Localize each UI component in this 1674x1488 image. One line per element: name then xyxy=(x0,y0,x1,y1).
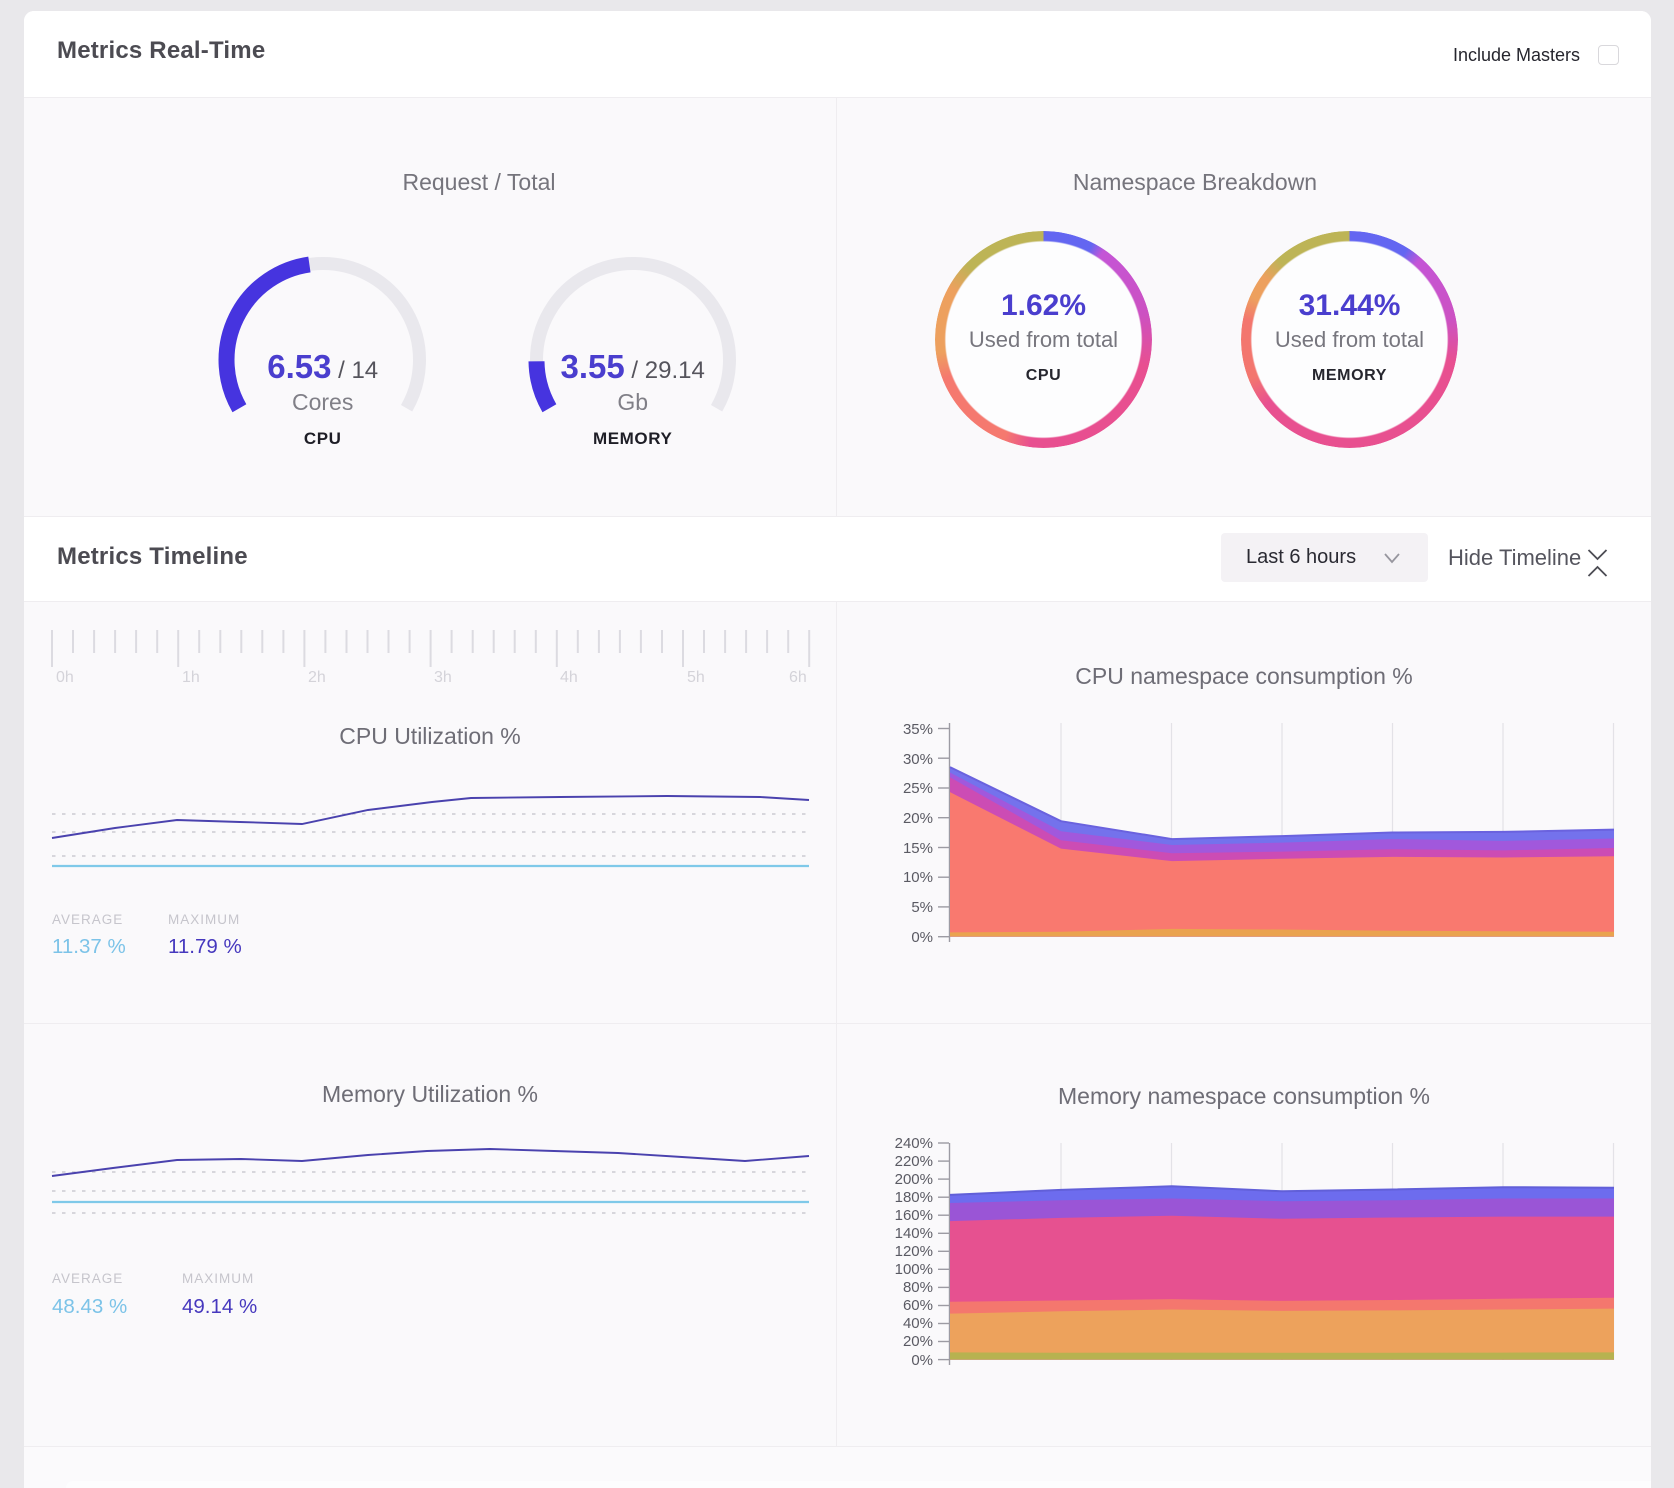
svg-text:15%: 15% xyxy=(903,840,933,857)
svg-text:11.79 %: 11.79 % xyxy=(168,935,242,958)
svg-text:MAXIMUM: MAXIMUM xyxy=(182,1271,254,1286)
svg-text:220%: 220% xyxy=(895,1153,933,1170)
svg-text:120%: 120% xyxy=(895,1243,933,1260)
svg-text:240%: 240% xyxy=(895,1135,933,1152)
svg-text:AVERAGE: AVERAGE xyxy=(52,1271,123,1286)
svg-text:1h: 1h xyxy=(182,669,200,686)
svg-text:140%: 140% xyxy=(895,1225,933,1242)
svg-text:2h: 2h xyxy=(308,669,326,686)
svg-text:CPU namespace consumption %: CPU namespace consumption % xyxy=(1075,663,1413,689)
svg-text:48.43 %: 48.43 % xyxy=(52,1295,127,1318)
svg-text:160%: 160% xyxy=(895,1207,933,1224)
svg-text:0%: 0% xyxy=(911,929,933,946)
svg-text:CPU Utilization %: CPU Utilization % xyxy=(339,723,521,749)
svg-text:100%: 100% xyxy=(895,1261,933,1278)
svg-text:AVERAGE: AVERAGE xyxy=(52,912,123,927)
svg-text:20%: 20% xyxy=(903,1333,933,1350)
svg-text:25%: 25% xyxy=(903,780,933,797)
svg-text:5h: 5h xyxy=(687,669,705,686)
svg-text:80%: 80% xyxy=(903,1279,933,1296)
svg-text:0h: 0h xyxy=(56,669,74,686)
svg-text:180%: 180% xyxy=(895,1189,933,1206)
svg-text:60%: 60% xyxy=(903,1297,933,1314)
svg-text:20%: 20% xyxy=(903,810,933,827)
svg-text:Memory Utilization %: Memory Utilization % xyxy=(322,1081,538,1107)
svg-text:0%: 0% xyxy=(911,1352,933,1369)
svg-text:10%: 10% xyxy=(903,869,933,886)
svg-text:6h: 6h xyxy=(789,669,807,686)
svg-text:49.14 %: 49.14 % xyxy=(182,1295,257,1318)
svg-text:40%: 40% xyxy=(903,1315,933,1332)
svg-text:Memory namespace consumption %: Memory namespace consumption % xyxy=(1058,1083,1430,1109)
svg-text:MAXIMUM: MAXIMUM xyxy=(168,912,240,927)
svg-text:11.37 %: 11.37 % xyxy=(52,935,126,958)
svg-text:30%: 30% xyxy=(903,751,933,768)
svg-text:3h: 3h xyxy=(434,669,452,686)
svg-text:4h: 4h xyxy=(560,669,578,686)
svg-text:5%: 5% xyxy=(911,899,933,916)
svg-text:200%: 200% xyxy=(895,1171,933,1188)
svg-text:35%: 35% xyxy=(903,721,933,738)
